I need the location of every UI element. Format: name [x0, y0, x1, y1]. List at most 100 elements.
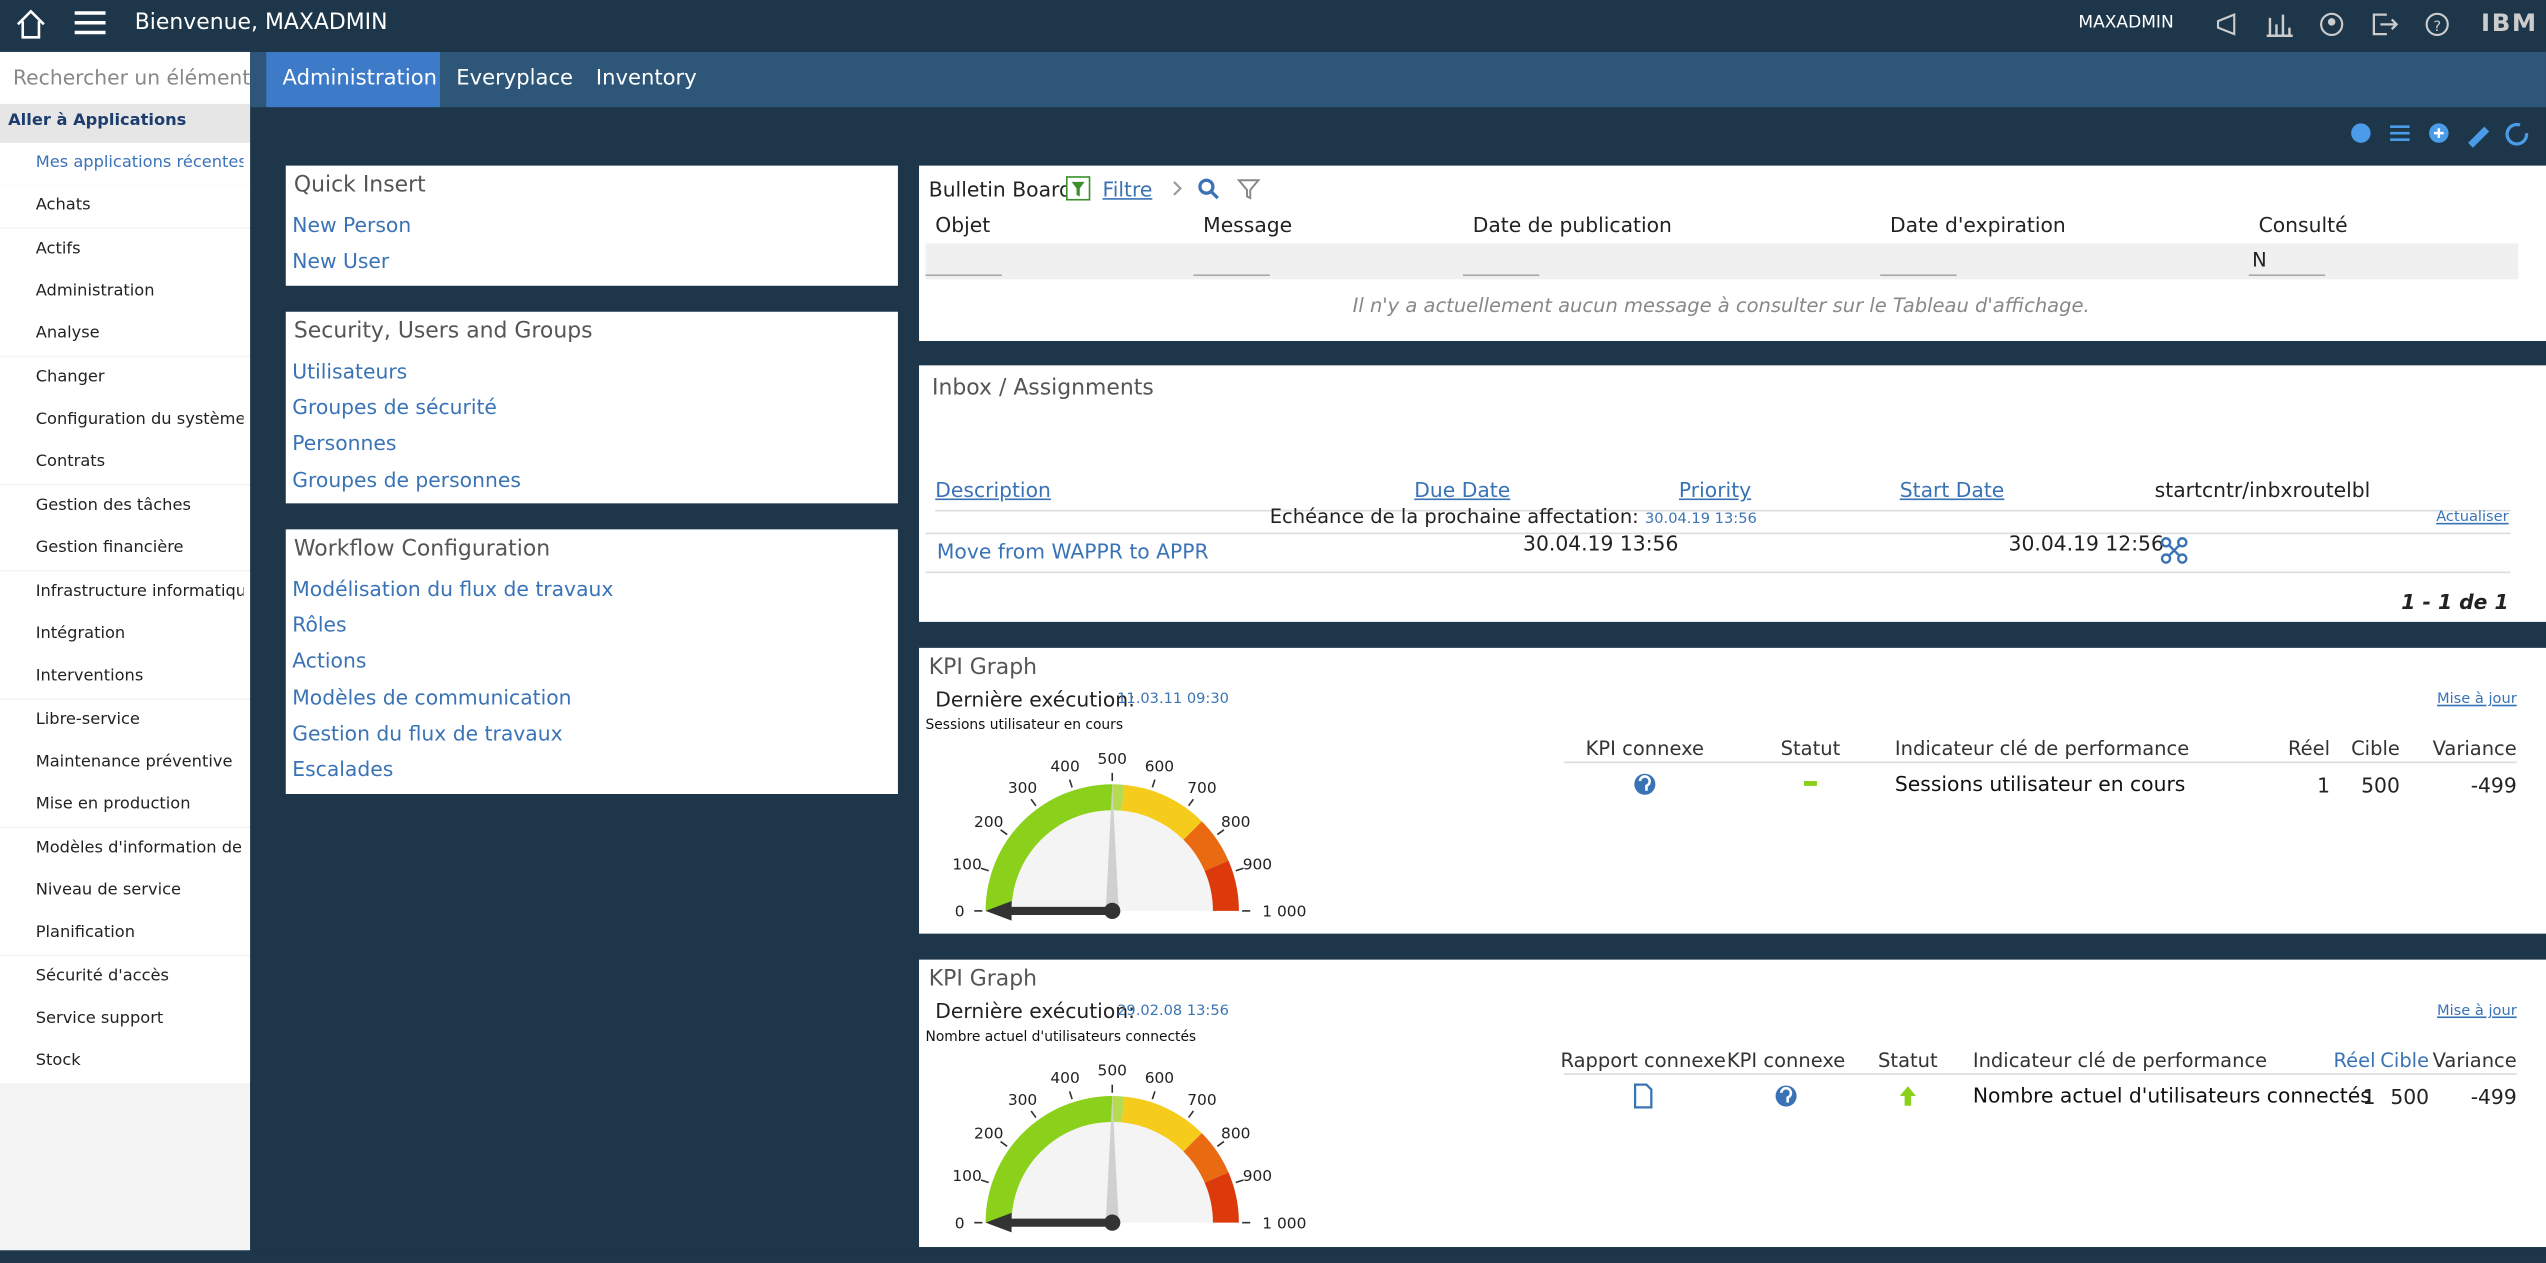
sidebar-item[interactable]: Service support: [35, 1009, 164, 1028]
sidebar-item-bg[interactable]: [0, 998, 251, 1041]
filter-input[interactable]: [1880, 274, 1957, 277]
last-run: 29.02.08 13:56: [1117, 1003, 1229, 1020]
filter-input[interactable]: [2248, 274, 2326, 277]
sidebar-item[interactable]: Intégration: [35, 624, 126, 643]
tab[interactable]: [266, 51, 441, 108]
sidebar-item-bg[interactable]: [0, 613, 251, 656]
sidebar-item[interactable]: Analyse: [35, 325, 100, 344]
column-header[interactable]: Due Date: [1414, 477, 1511, 502]
panel-link[interactable]: New User: [292, 248, 390, 274]
sidebar-item[interactable]: Gestion financière: [35, 539, 184, 558]
divider: [925, 571, 2511, 574]
menu-icon[interactable]: [74, 10, 107, 39]
search-box[interactable]: Rechercher un élément d: [0, 51, 251, 104]
kpi-icon[interactable]: [1630, 1083, 1656, 1109]
sidebar-item[interactable]: Achats: [35, 197, 91, 215]
column-header[interactable]: Start Date: [1899, 477, 2005, 502]
sidebar-item[interactable]: Mise en production: [35, 796, 191, 814]
sidebar-item[interactable]: Sécurité d'accès: [35, 967, 169, 986]
sidebar-item[interactable]: Contrats: [35, 453, 106, 472]
filter-input[interactable]: [1193, 274, 1270, 277]
home-icon[interactable]: [15, 8, 47, 40]
update-link[interactable]: Mise à jour: [2436, 691, 2517, 708]
tab-label[interactable]: Everyplace: [456, 66, 574, 91]
kpi-icon[interactable]: [1797, 771, 1823, 797]
gauge-tick: [1030, 1110, 1037, 1119]
kpi-icon[interactable]: [1632, 771, 1658, 797]
update-link[interactable]: Mise à jour: [2436, 1003, 2517, 1020]
refresh-link[interactable]: Actualiser: [2436, 509, 2509, 527]
gauge-tick: [1187, 798, 1195, 807]
header-icons[interactable]: ?: [2215, 11, 2524, 40]
sidebar-item-bg[interactable]: [0, 784, 251, 827]
sidebar-item-bg[interactable]: [0, 570, 251, 613]
svg-text:?: ?: [2433, 18, 2441, 35]
sidebar-item-bg[interactable]: [0, 527, 251, 571]
sidebar-item-bg[interactable]: [0, 656, 251, 699]
panel-link[interactable]: Utilisateurs: [292, 358, 408, 384]
sidebar-item[interactable]: Stock: [35, 1052, 81, 1071]
column-header[interactable]: Priority: [1678, 477, 1752, 502]
sidebar-item[interactable]: Interventions: [35, 667, 144, 686]
sidebar-item[interactable]: Mes applications récentes: [35, 154, 244, 173]
sidebar-item[interactable]: Actifs: [35, 239, 81, 258]
sidebar-item-bg[interactable]: [0, 955, 251, 999]
tab-label[interactable]: Administration: [282, 66, 438, 91]
gauge-tick: [1235, 1179, 1244, 1184]
sidebar-item-bg[interactable]: [0, 228, 251, 271]
panel-link[interactable]: Groupes de personnes: [292, 466, 521, 492]
kpi-icon[interactable]: [1895, 1083, 1921, 1109]
sidebar-item-bg[interactable]: [0, 699, 251, 742]
sidebar-item[interactable]: Configuration du système: [35, 410, 244, 429]
panel-link[interactable]: Personnes: [292, 430, 397, 456]
sidebar-item-bg[interactable]: [0, 314, 251, 357]
column-header[interactable]: Description: [935, 477, 1051, 502]
panel-link[interactable]: Groupes de sécurité: [292, 394, 497, 420]
sidebar-item[interactable]: Gestion des tâches: [35, 496, 191, 515]
kpi-variance: -499: [2470, 772, 2517, 798]
gauge-tick-label: 600: [1145, 1069, 1174, 1087]
user[interactable]: MAXADMIN: [2078, 12, 2174, 33]
sidebar-item-bg[interactable]: [0, 913, 251, 956]
gauge-tick: [1000, 1140, 1008, 1147]
sidebar-item-bg[interactable]: [0, 185, 251, 228]
sidebar-item-bg[interactable]: [0, 741, 251, 785]
route-icon[interactable]: [2160, 537, 2188, 564]
sidebar-item-bg[interactable]: [0, 399, 251, 442]
tab-label[interactable]: Inventory: [595, 66, 697, 91]
sidebar-item[interactable]: Libre-service: [35, 710, 140, 729]
filter-link[interactable]: Filtre: [1102, 176, 1153, 202]
panel-link[interactable]: Actions: [292, 648, 367, 673]
sidebar-item[interactable]: Maintenance préventive: [35, 753, 233, 772]
status-arrow: [1899, 1086, 1916, 1106]
sidebar-item[interactable]: Modèles d'information de c...: [35, 838, 244, 857]
toolbar-icons[interactable]: [2348, 120, 2530, 149]
sidebar-item[interactable]: Administration: [35, 282, 155, 301]
sidebar-item-bg[interactable]: [0, 356, 251, 400]
panel-link[interactable]: Modèles de communication: [292, 684, 572, 709]
gauge-tick-label: 0: [955, 903, 965, 921]
panel-link[interactable]: Rôles: [292, 612, 347, 637]
filter-value[interactable]: N: [2252, 248, 2267, 272]
panel-link[interactable]: Modélisation du flux de travaux: [292, 576, 614, 601]
sidebar-item[interactable]: Infrastructure informatique: [35, 582, 244, 600]
sidebar-item-bg[interactable]: [0, 1041, 251, 1084]
sidebar-item[interactable]: Niveau de service: [35, 881, 182, 900]
kpi-title: KPI Graph: [928, 654, 1038, 681]
panel-link[interactable]: Gestion du flux de travaux: [292, 720, 563, 745]
panel-link[interactable]: New Person: [292, 212, 412, 238]
sidebar-item[interactable]: Changer: [35, 368, 105, 387]
sidebar-item[interactable]: Planification: [35, 924, 135, 943]
panel-link[interactable]: Escalades: [292, 756, 394, 782]
kpi-icon[interactable]: [1773, 1083, 1799, 1109]
sidebar-item-bg[interactable]: [0, 442, 251, 485]
sidebar-item-bg[interactable]: [0, 870, 251, 913]
bulletin-icons[interactable]: [1065, 176, 1262, 203]
sidebar-item-bg[interactable]: [0, 271, 251, 314]
goto-bar[interactable]: Aller à Applications: [0, 103, 251, 143]
row-description[interactable]: Move from WAPPR to APPR: [936, 539, 1209, 564]
sidebar-item-bg[interactable]: [0, 485, 251, 528]
filter-input[interactable]: [1462, 274, 1540, 277]
sidebar-item-bg[interactable]: [0, 827, 251, 870]
filter-input[interactable]: [925, 274, 1002, 277]
